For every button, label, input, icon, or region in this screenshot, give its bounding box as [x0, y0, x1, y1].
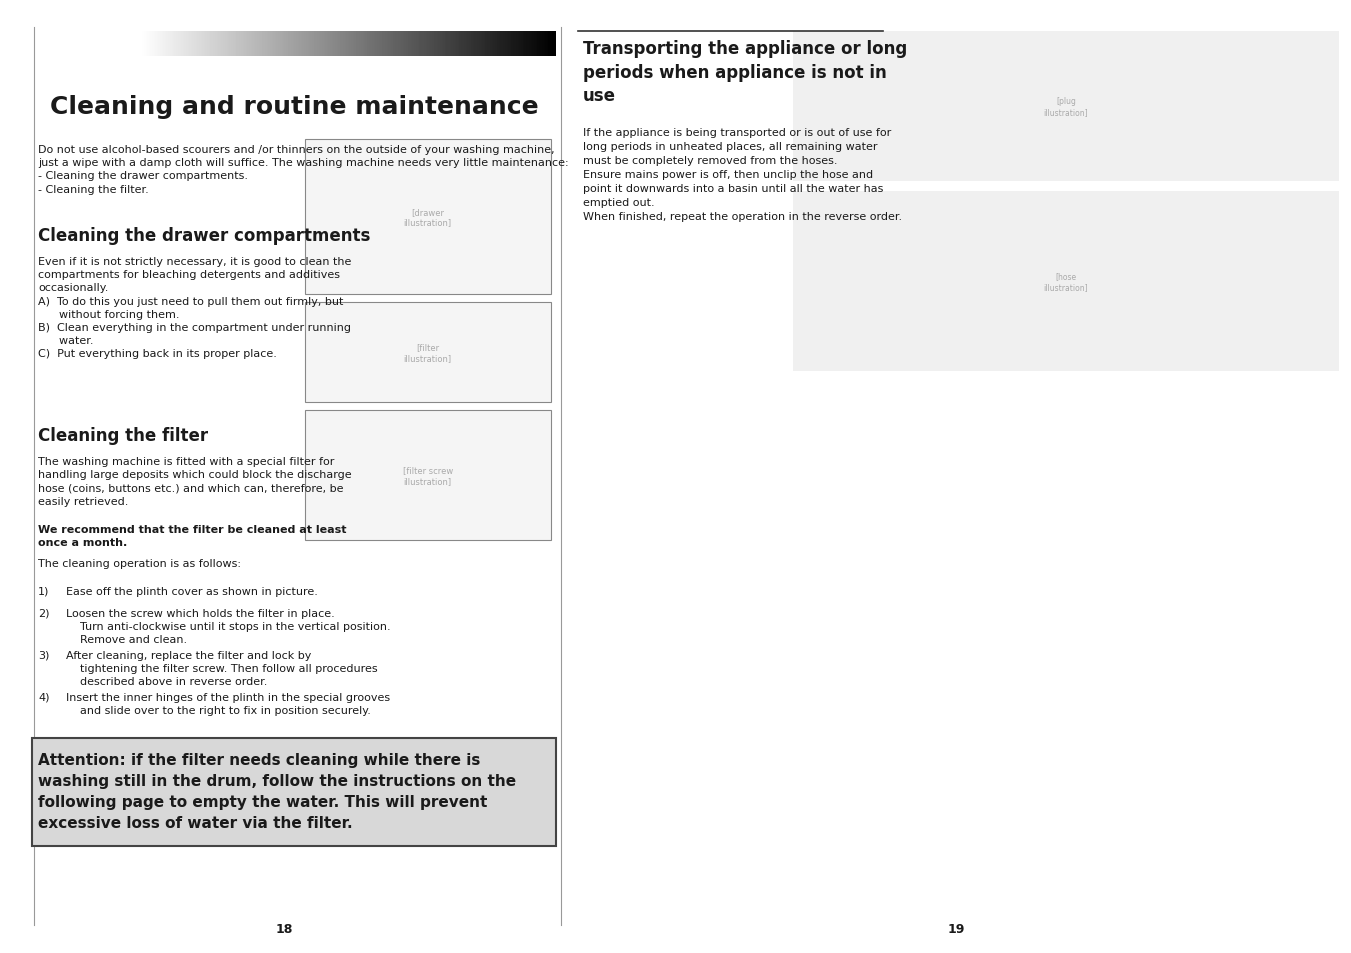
- Text: Do not use alcohol-based scourers and /or thinners on the outside of your washin: Do not use alcohol-based scourers and /o…: [38, 145, 569, 194]
- Text: Insert the inner hinges of the plinth in the special grooves
    and slide over : Insert the inner hinges of the plinth in…: [66, 692, 390, 716]
- Text: Cleaning the filter: Cleaning the filter: [38, 427, 208, 444]
- Text: 4): 4): [38, 692, 50, 702]
- Text: 1): 1): [38, 586, 50, 597]
- Text: Cleaning the drawer compartments: Cleaning the drawer compartments: [38, 227, 370, 245]
- Text: Loosen the screw which holds the filter in place.
    Turn anti-clockwise until : Loosen the screw which holds the filter …: [66, 608, 390, 645]
- Text: Even if it is not strictly necessary, it is good to clean the
compartments for b: Even if it is not strictly necessary, it…: [38, 256, 351, 359]
- Text: After cleaning, replace the filter and lock by
    tightening the filter screw. : After cleaning, replace the filter and l…: [66, 650, 378, 687]
- Bar: [793, 32, 1339, 182]
- Bar: [793, 192, 1339, 372]
- Text: Cleaning and routine maintenance: Cleaning and routine maintenance: [50, 95, 539, 119]
- Text: If the appliance is being transported or is out of use for
long periods in unhea: If the appliance is being transported or…: [582, 128, 901, 222]
- Text: 2): 2): [38, 608, 50, 618]
- Text: 18: 18: [276, 923, 293, 935]
- Bar: [304, 140, 551, 294]
- Text: [filter screw
illustration]: [filter screw illustration]: [403, 466, 453, 485]
- Text: [hose
illustration]: [hose illustration]: [1043, 272, 1088, 292]
- Bar: [32, 739, 555, 846]
- Text: Attention: if the filter needs cleaning while there is
washing still in the drum: Attention: if the filter needs cleaning …: [38, 752, 516, 830]
- Text: Transporting the appliance or long
periods when appliance is not in
use: Transporting the appliance or long perio…: [582, 40, 907, 105]
- Text: The washing machine is fitted with a special filter for
handling large deposits : The washing machine is fitted with a spe…: [38, 456, 351, 506]
- Text: [filter
illustration]: [filter illustration]: [404, 343, 451, 362]
- Text: [plug
illustration]: [plug illustration]: [1043, 97, 1088, 116]
- Text: Ease off the plinth cover as shown in picture.: Ease off the plinth cover as shown in pi…: [66, 586, 317, 597]
- Text: We recommend that the filter be cleaned at least
once a month.: We recommend that the filter be cleaned …: [38, 524, 346, 548]
- Text: 3): 3): [38, 650, 50, 660]
- Bar: [304, 411, 551, 540]
- Text: 19: 19: [947, 923, 965, 935]
- Text: The cleaning operation is as follows:: The cleaning operation is as follows:: [38, 558, 240, 568]
- Bar: [304, 303, 551, 402]
- Text: [drawer
illustration]: [drawer illustration]: [404, 208, 451, 227]
